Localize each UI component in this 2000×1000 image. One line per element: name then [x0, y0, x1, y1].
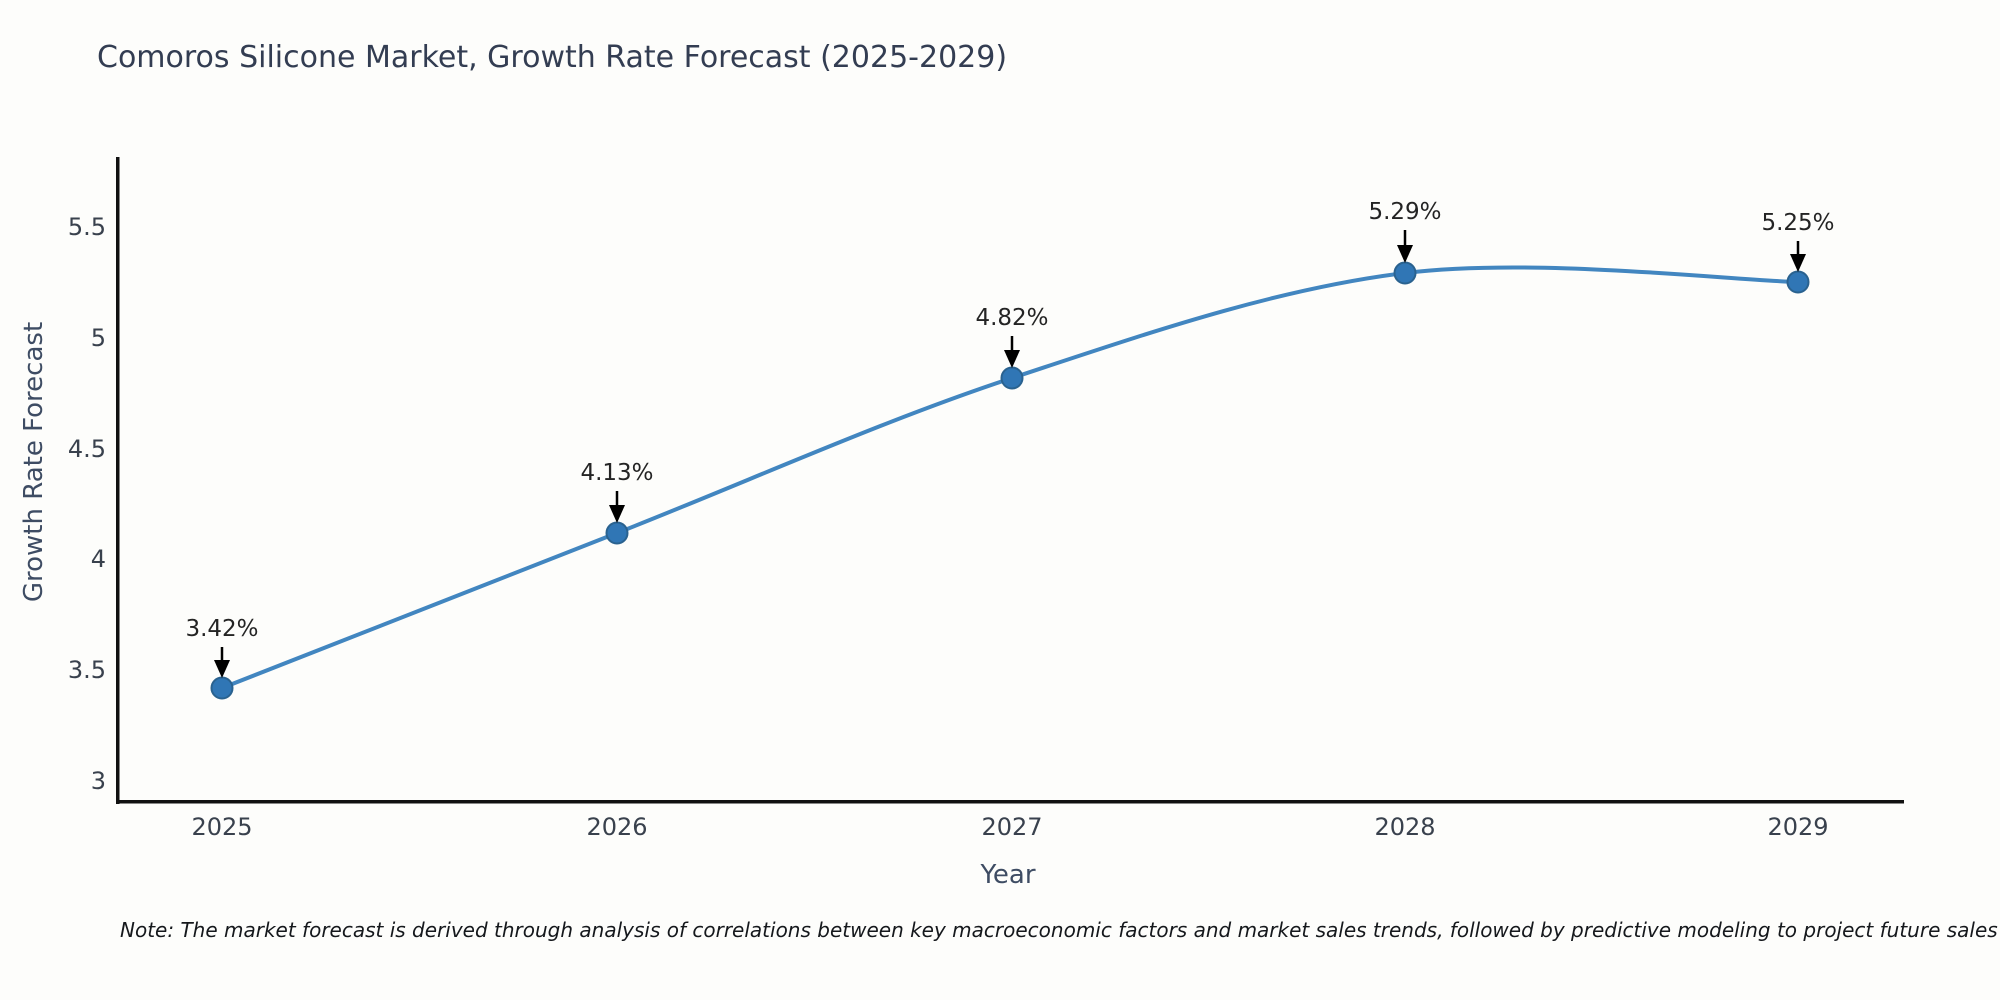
y-axis-title: Growth Rate Forecast — [19, 321, 49, 603]
annotation-label-2029: 5.25% — [1761, 210, 1835, 236]
y-tick-5-5: 5.5 — [67, 213, 106, 241]
y-tick-3: 3 — [90, 767, 106, 795]
x-tick-2025: 2025 — [191, 813, 253, 841]
data-point-2027 — [1000, 366, 1024, 390]
footnote: Note: The market forecast is derived thr… — [120, 918, 1998, 942]
annotation-arrow-2025 — [214, 647, 230, 678]
annotation-arrow-2029 — [1790, 241, 1806, 272]
x-tick-2028: 2028 — [1374, 813, 1436, 841]
y-tick-4: 4 — [90, 545, 106, 573]
annotation-label-2028: 5.29% — [1368, 199, 1442, 225]
annotation-arrow-2026 — [609, 491, 625, 523]
x-tick-2027: 2027 — [981, 813, 1043, 841]
y-axis-spine — [116, 157, 120, 804]
annotation-label-2027: 4.82% — [975, 305, 1049, 331]
data-point-2029 — [1786, 270, 1810, 294]
data-point-2025 — [210, 676, 234, 700]
annotation-label-2026: 4.13% — [580, 460, 654, 486]
y-tick-5: 5 — [90, 324, 106, 352]
annotation-arrow-2027 — [1004, 336, 1020, 368]
x-tick-2029: 2029 — [1767, 813, 1829, 841]
y-tick-4-5: 4.5 — [67, 435, 106, 463]
data-point-2028 — [1393, 261, 1417, 285]
annotation-arrow-2028 — [1397, 230, 1413, 263]
chart-title: Comoros Silicone Market, Growth Rate For… — [97, 40, 1008, 75]
annotation-label-2025: 3.42% — [185, 616, 259, 642]
x-tick-2026: 2026 — [586, 813, 648, 841]
y-tick-3-5: 3.5 — [67, 656, 106, 684]
x-axis-spine — [116, 800, 1904, 804]
data-point-2026 — [605, 521, 629, 545]
x-axis-title: Year — [980, 860, 1036, 890]
